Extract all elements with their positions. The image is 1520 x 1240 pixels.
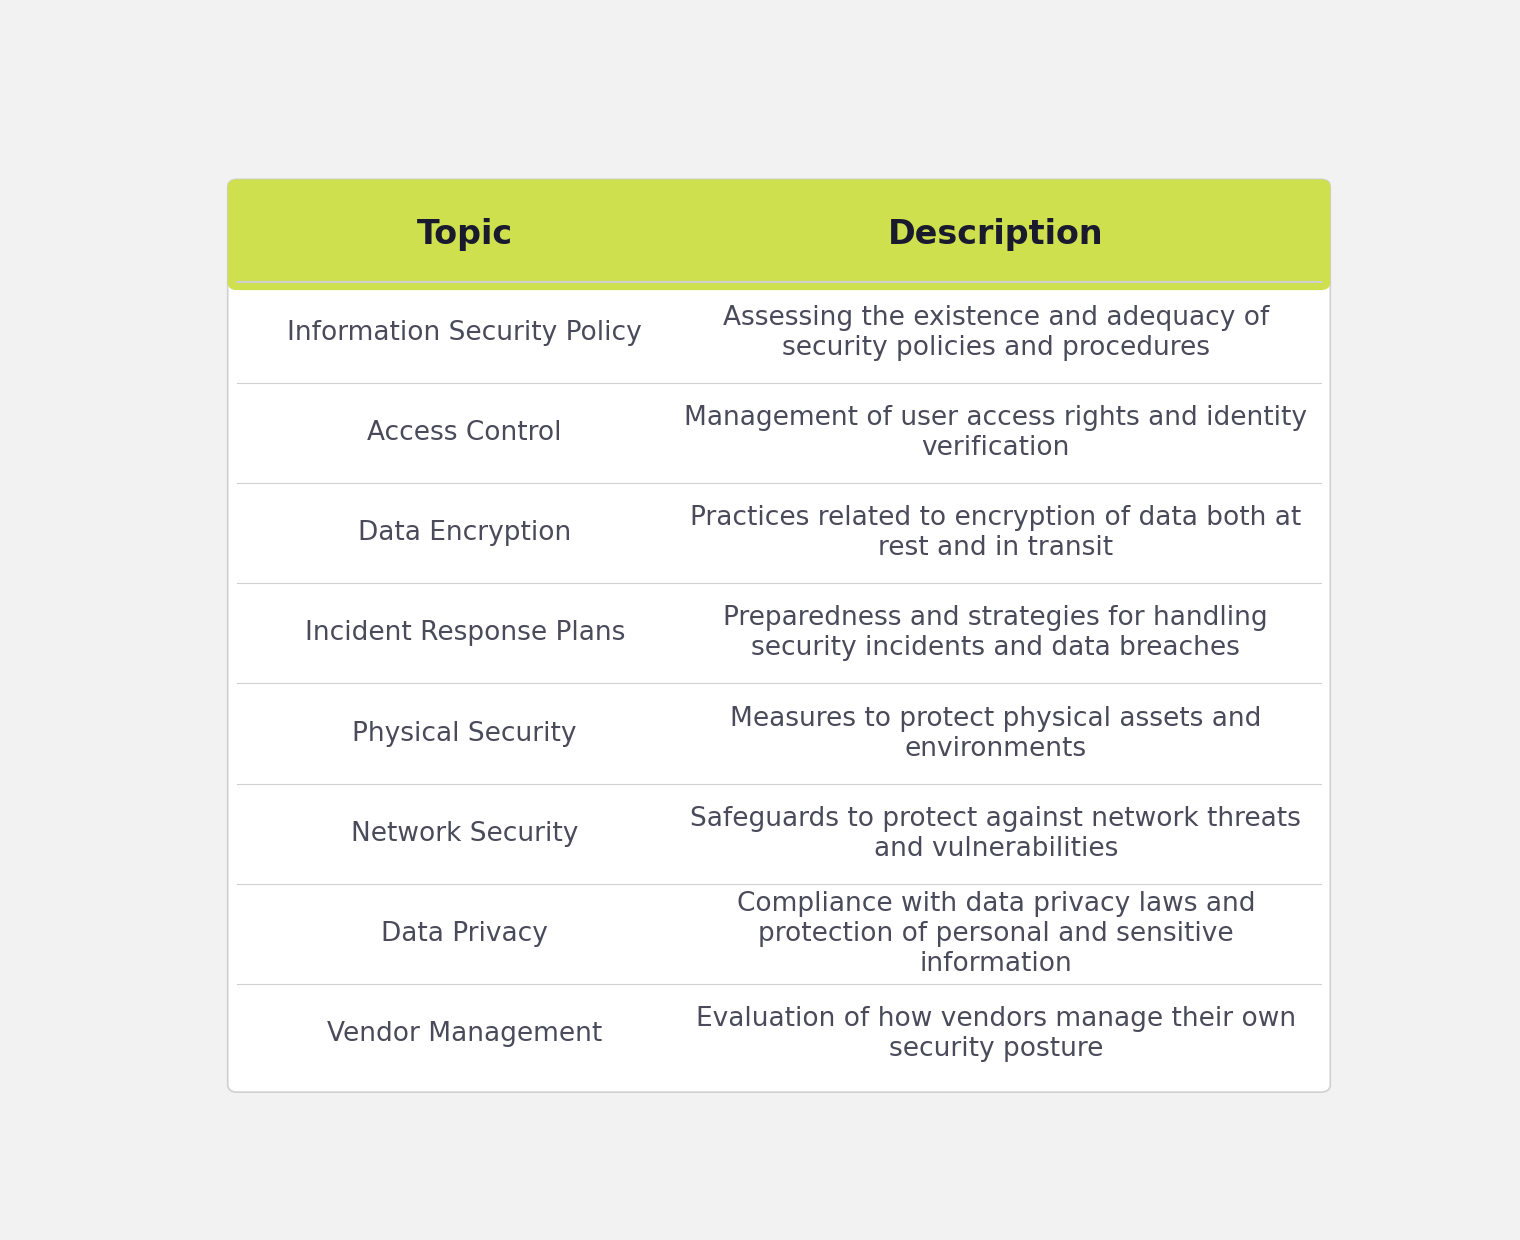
Text: Evaluation of how vendors manage their own
security posture: Evaluation of how vendors manage their o… <box>696 1007 1297 1063</box>
Text: Data Privacy: Data Privacy <box>382 921 549 947</box>
Text: Incident Response Plans: Incident Response Plans <box>304 620 625 646</box>
FancyBboxPatch shape <box>228 180 1330 290</box>
Text: Assessing the existence and adequacy of
security policies and procedures: Assessing the existence and adequacy of … <box>722 305 1269 361</box>
Text: Safeguards to protect against network threats
and vulnerabilities: Safeguards to protect against network th… <box>690 806 1301 862</box>
Text: Data Encryption: Data Encryption <box>359 520 572 546</box>
Text: Practices related to encryption of data both at
rest and in transit: Practices related to encryption of data … <box>690 505 1301 562</box>
Text: Network Security: Network Security <box>351 821 579 847</box>
Text: Description: Description <box>888 218 1104 252</box>
FancyBboxPatch shape <box>228 180 1330 1092</box>
Bar <box>1300 187 1321 283</box>
Text: Physical Security: Physical Security <box>353 720 578 746</box>
Text: Topic: Topic <box>416 218 512 252</box>
Text: Measures to protect physical assets and
environments: Measures to protect physical assets and … <box>730 706 1262 761</box>
Text: Information Security Policy: Information Security Policy <box>287 320 641 346</box>
Bar <box>237 244 1321 283</box>
Text: Vendor Management: Vendor Management <box>327 1022 602 1048</box>
Text: Management of user access rights and identity
verification: Management of user access rights and ide… <box>684 404 1307 461</box>
Text: Preparedness and strategies for handling
security incidents and data breaches: Preparedness and strategies for handling… <box>724 605 1268 661</box>
Text: Compliance with data privacy laws and
protection of personal and sensitive
infor: Compliance with data privacy laws and pr… <box>737 892 1256 977</box>
Bar <box>237 187 258 283</box>
Text: Access Control: Access Control <box>368 420 562 446</box>
